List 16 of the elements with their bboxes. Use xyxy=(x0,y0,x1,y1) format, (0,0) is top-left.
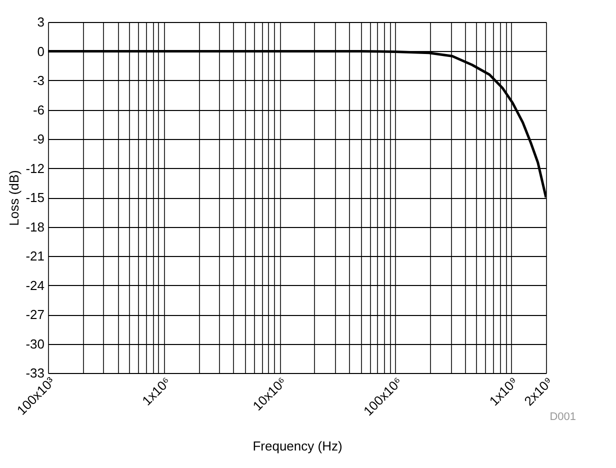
y-tick-label: -27 xyxy=(26,307,44,322)
y-tick-label: -21 xyxy=(26,248,44,264)
text: D001 xyxy=(550,411,576,423)
y-tick-label: 0 xyxy=(37,44,44,59)
x-axis-title: Frequency (Hz) xyxy=(252,438,342,454)
y-tick-label: -18 xyxy=(26,219,44,234)
y-tick-label: -30 xyxy=(26,336,44,352)
y-tick-label: -9 xyxy=(32,132,44,146)
y-axis-title: Loss (dB) xyxy=(6,170,22,226)
y-tick-label: 3 xyxy=(37,14,44,30)
y-tick-label: -15 xyxy=(26,190,44,205)
y-tick-label: -12 xyxy=(26,160,44,176)
y-tick-label: -33 xyxy=(26,366,44,380)
y-tick-label: -3 xyxy=(32,73,44,88)
y-tick-label: -24 xyxy=(26,278,44,293)
y-tick-label: -6 xyxy=(32,102,44,118)
